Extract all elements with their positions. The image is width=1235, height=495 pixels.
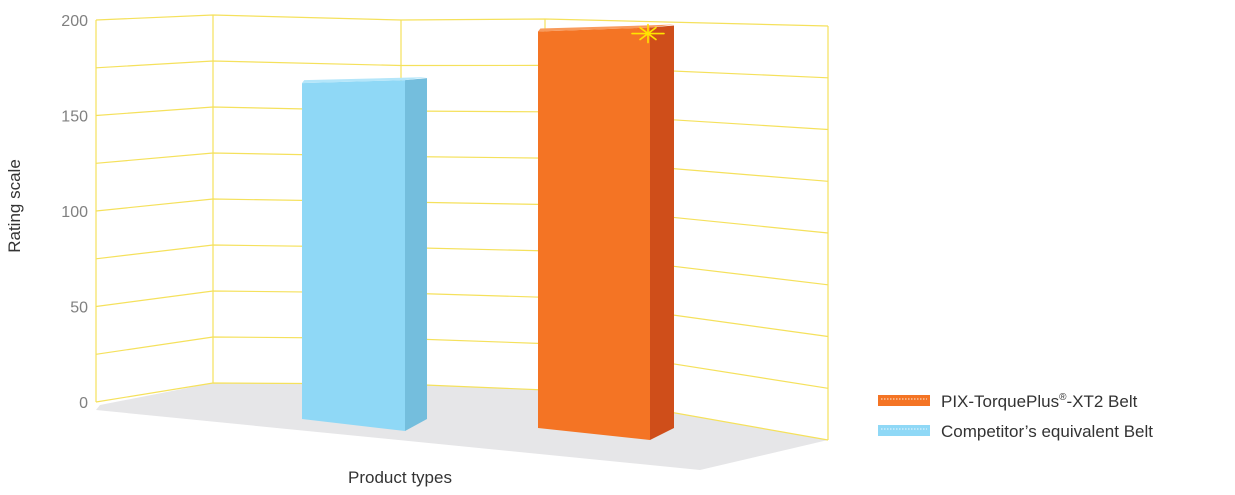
y-tick-label: 150 (61, 109, 88, 126)
legend-item: PIX-TorquePlus®-XT2 Belt (878, 392, 1138, 411)
y-axis-ticks: 0 50 100 150 200 (61, 13, 88, 412)
bar-1 (538, 23, 674, 441)
bar-side (405, 78, 427, 432)
sparkle-icon (631, 23, 665, 44)
chart-floor (96, 383, 828, 470)
gridline-150 (95, 106, 829, 131)
bar-top (538, 24, 674, 32)
legend-swatch (878, 425, 930, 436)
gridline-175 (95, 60, 829, 79)
legend-label: PIX-TorquePlus®-XT2 Belt (941, 392, 1138, 411)
floor-plane (96, 383, 828, 470)
y-axis-label: Rating scale (5, 159, 24, 253)
gridline-50 (95, 290, 829, 338)
bar-side (650, 25, 674, 441)
y-tick-label: 0 (79, 395, 88, 412)
gridline-75 (95, 244, 829, 286)
x-axis-label: Product types (348, 468, 452, 487)
gridline-100 (95, 198, 829, 234)
gridline-25 (95, 336, 829, 389)
gridline-200 (95, 14, 829, 27)
legend: PIX-TorquePlus®-XT2 Belt Competitor’s equ… (878, 392, 1153, 441)
bar-front (538, 27, 650, 441)
y-tick-label: 50 (70, 300, 88, 317)
y-tick-label: 200 (61, 13, 88, 30)
bars (302, 23, 674, 441)
bar-0 (302, 77, 427, 432)
legend-item: Competitor’s equivalent Belt (878, 422, 1153, 441)
grid (95, 14, 829, 441)
legend-label: Competitor’s equivalent Belt (941, 422, 1153, 441)
gridline-125 (95, 152, 829, 182)
legend-swatch (878, 395, 930, 406)
bar-top (302, 77, 427, 84)
bar-front (302, 80, 405, 432)
y-tick-label: 100 (61, 204, 88, 221)
